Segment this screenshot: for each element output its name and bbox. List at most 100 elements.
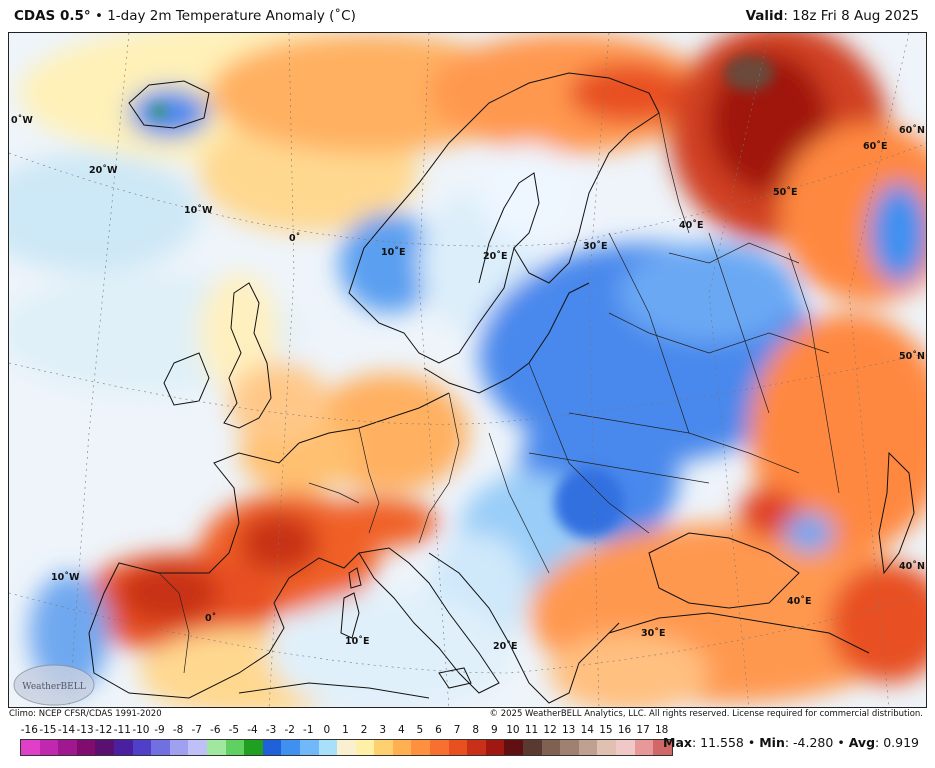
valid-label: Valid — [745, 8, 784, 24]
colorbar-label: 3 — [379, 724, 387, 736]
colorbar-label: -14 — [57, 724, 76, 736]
label-40e-north: 40˚E — [679, 220, 703, 231]
colorbar-label: 17 — [636, 724, 650, 736]
avg-value: 0.919 — [883, 735, 919, 750]
colorbar-label: 13 — [562, 724, 576, 736]
colorbar-swatch — [616, 740, 635, 755]
country-borders — [158, 112, 840, 674]
product-name: 1-day 2m Temperature Anomaly (˚C) — [107, 8, 356, 24]
stats-sep-2: • — [837, 735, 845, 750]
label-30e-north: 30˚E — [583, 241, 607, 252]
colorbar-swatch — [374, 740, 393, 755]
colorbar-swatch — [244, 740, 263, 755]
map-title: CDAS 0.5° • 1-day 2m Temperature Anomaly… — [14, 8, 356, 24]
colorbar-label: -13 — [76, 724, 94, 736]
min-label: Min — [759, 735, 785, 750]
stats-sep-1: • — [747, 735, 756, 750]
colorbar-swatch — [225, 740, 245, 755]
colorbar-label: 7 — [453, 724, 461, 736]
colorbar-label: 18 — [655, 724, 669, 736]
colorbar-swatch — [95, 740, 114, 755]
graticule — [9, 33, 926, 707]
stats: Max: 11.558 • Min: -4.280 • Avg: 0.919 — [663, 735, 919, 750]
colorbar-swatch — [411, 740, 431, 755]
label-60e: 60˚E — [863, 141, 887, 152]
label-0-north: 0˚ — [289, 233, 300, 244]
colorbar-swatch — [21, 740, 40, 755]
colorbar-swatch — [76, 740, 96, 755]
colorbar-swatch — [541, 740, 561, 755]
climo-note: Climo: NCEP CFSR/CDAS 1991-2020 — [9, 709, 162, 719]
label-10w-south: 10˚W — [51, 572, 80, 583]
colorbar-label: 11 — [524, 724, 539, 736]
colorbar-label: -10 — [132, 724, 150, 736]
label-20e-south: 20˚E — [493, 641, 517, 652]
logo-text: WeatherBELL — [22, 682, 85, 692]
colorbar-label: -6 — [210, 724, 221, 736]
label-20e-north: 20˚E — [483, 251, 507, 262]
map-canvas: 0˚W 20˚W 10˚W 0˚ 10˚E 20˚E 30˚E 40˚E 50˚… — [9, 33, 926, 707]
colorbar-label: 14 — [580, 724, 594, 736]
label-30e-south: 30˚E — [641, 628, 665, 639]
colorbar-swatch — [337, 740, 356, 755]
label-50e: 50˚E — [773, 187, 797, 198]
colorbar-label: 15 — [599, 724, 613, 736]
anomaly-map: 0˚W 20˚W 10˚W 0˚ 10˚E 20˚E 30˚E 40˚E 50˚… — [8, 32, 927, 708]
colorbar-label: 12 — [543, 724, 557, 736]
colorbar-label: 2 — [360, 724, 368, 736]
colorbar-swatch — [504, 740, 524, 755]
colorbar-swatch — [578, 740, 598, 755]
colorbar-swatch — [430, 740, 449, 755]
model-name: CDAS 0.5 — [14, 8, 84, 24]
colorbar-swatch — [132, 740, 152, 755]
colorbar-label: -9 — [154, 724, 165, 736]
colorbar-label: -7 — [191, 724, 202, 736]
colorbar-label: -11 — [113, 724, 131, 736]
colorbar-swatch — [560, 740, 579, 755]
colorbar-label: 5 — [416, 724, 424, 736]
colorbar-swatch — [151, 740, 170, 755]
min-value: -4.280 — [793, 735, 834, 750]
label-10e-south: 10˚E — [345, 636, 369, 647]
colorbar-label: 8 — [472, 724, 480, 736]
colorbar-swatch — [653, 740, 672, 755]
colorbar-swatch — [634, 740, 654, 755]
colorbar-label: 1 — [342, 724, 349, 736]
title-bullet: • — [94, 8, 103, 24]
colorbar-label: -8 — [172, 724, 184, 736]
colorbar-label: -12 — [95, 724, 113, 736]
colorbar-label: -1 — [303, 724, 314, 736]
colorbar-label: -5 — [228, 724, 240, 736]
coastlines — [88, 72, 915, 704]
label-60n: 60˚N — [899, 125, 925, 136]
colorbar-swatch — [355, 740, 375, 755]
colorbar-swatch — [39, 740, 59, 755]
colorbar-swatch — [318, 740, 338, 755]
colorbar-swatch — [169, 740, 189, 755]
label-40n: 40˚N — [899, 561, 925, 572]
colorbar-swatch — [485, 740, 505, 755]
colorbar-swatch — [392, 740, 412, 755]
label-50n: 50˚N — [899, 351, 925, 362]
valid-time: Valid: 18z Fri 8 Aug 2025 — [745, 8, 919, 24]
colorbar-swatch — [299, 740, 319, 755]
colorbar-swatch — [523, 740, 542, 755]
colorbar-label: -4 — [247, 724, 258, 736]
colorbar-swatch — [467, 740, 486, 755]
colorbar-swatch — [597, 740, 616, 755]
colorbar-label: 16 — [617, 724, 632, 736]
valid-value: 18z Fri 8 Aug 2025 — [792, 8, 919, 24]
colorbar-swatch — [58, 740, 77, 755]
colorbar-label: 6 — [435, 724, 442, 736]
colorbar-label: -16 — [20, 724, 38, 736]
colorbar-label: -3 — [265, 724, 277, 736]
header: CDAS 0.5° • 1-day 2m Temperature Anomaly… — [0, 0, 935, 32]
colorbar-label: -2 — [284, 724, 295, 736]
label-0w-top: 0˚W — [11, 115, 33, 126]
weatherbell-logo: WeatherBELL — [13, 664, 95, 706]
colorbar — [20, 739, 673, 756]
anomaly-detail — [153, 55, 774, 538]
colorbar-swatch — [206, 740, 226, 755]
colorbar-swatch — [262, 740, 282, 755]
label-20w: 20˚W — [89, 165, 118, 176]
